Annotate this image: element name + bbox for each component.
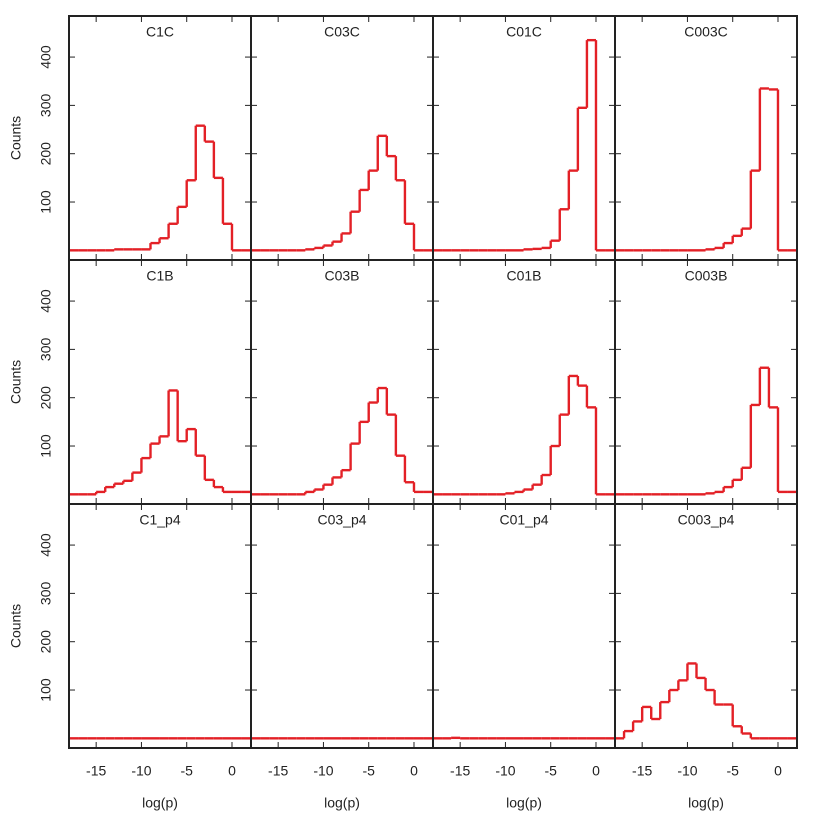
plot-area (69, 124, 251, 252)
plot-area (251, 386, 433, 496)
panel-frame (614, 503, 798, 749)
panel: C1_p4 -15 -10 -5 0 100 200 300 400 Counts log(p) (8, 503, 252, 811)
y-tick-label: 100 (38, 678, 54, 702)
panel: C1B 100 200 300 400 Counts (8, 259, 252, 505)
panel-title: C01_p4 (499, 512, 548, 528)
y-axis-label: Counts (8, 360, 24, 404)
panel: C03_p4 -15 -10 -5 0 log(p) (250, 503, 434, 811)
panel-title: C01C (506, 24, 542, 40)
plot-area (433, 374, 615, 496)
panel-frame (68, 259, 252, 505)
x-tick-label: -10 (677, 763, 697, 779)
x-tick-label: 0 (592, 763, 600, 779)
panel-frame (614, 15, 798, 261)
panel: C03C (250, 15, 434, 261)
y-tick-label: 400 (38, 45, 54, 69)
x-tick-label: -10 (495, 763, 515, 779)
panel: C003C (614, 15, 798, 261)
x-tick-label: -10 (131, 763, 151, 779)
plot-area (251, 134, 433, 252)
x-tick-label: -15 (86, 763, 106, 779)
plot-area (433, 38, 615, 252)
x-tick-label: 0 (228, 763, 236, 779)
x-tick-label: -5 (362, 763, 375, 779)
x-tick-label: -10 (313, 763, 333, 779)
panel-title: C003B (685, 268, 728, 284)
plot-area (615, 662, 797, 740)
y-tick-label: 300 (38, 581, 54, 605)
panel-frame (432, 259, 616, 505)
y-axis-label: Counts (8, 604, 24, 648)
panel: C01C (432, 15, 616, 261)
x-tick-label: -15 (268, 763, 288, 779)
y-tick-label: 100 (38, 190, 54, 214)
x-axis-label: log(p) (506, 795, 542, 811)
panel-title: C003C (684, 24, 728, 40)
plot-area (615, 87, 797, 252)
panel: C03B (250, 259, 434, 505)
panel-title: C003_p4 (678, 512, 735, 528)
x-tick-label: -5 (726, 763, 739, 779)
x-tick-label: -15 (632, 763, 652, 779)
y-tick-label: 200 (38, 630, 54, 654)
y-tick-label: 400 (38, 289, 54, 313)
panel-title: C03C (324, 24, 360, 40)
y-tick-label: 300 (38, 93, 54, 117)
y-tick-label: 400 (38, 533, 54, 557)
panel: C003_p4 -15 -10 -5 0 log(p) (614, 503, 798, 811)
panel-title: C1B (146, 268, 173, 284)
panel-title: C1_p4 (139, 512, 180, 528)
y-tick-label: 200 (38, 386, 54, 410)
y-tick-label: 300 (38, 337, 54, 361)
y-tick-label: 100 (38, 434, 54, 458)
x-axis-label: log(p) (324, 795, 360, 811)
x-axis-label: log(p) (688, 795, 724, 811)
panel: C1C 100 200 300 400 Counts (8, 15, 252, 261)
panel: C01B (432, 259, 616, 505)
x-tick-label: -5 (180, 763, 193, 779)
x-tick-label: -15 (450, 763, 470, 779)
panel-frame (250, 503, 434, 749)
panel-title: C01B (506, 268, 541, 284)
x-axis-label: log(p) (142, 795, 178, 811)
x-tick-label: 0 (774, 763, 782, 779)
plot-area (69, 389, 251, 496)
plot-area (615, 366, 797, 496)
panel-title: C03B (324, 268, 359, 284)
panel: C003B (614, 259, 798, 505)
panel-frame (68, 503, 252, 749)
y-axis-label: Counts (8, 116, 24, 160)
panel: C01_p4 -15 -10 -5 0 log(p) (432, 503, 616, 811)
panel-frame (432, 503, 616, 749)
y-tick-label: 200 (38, 142, 54, 166)
x-tick-label: -5 (544, 763, 557, 779)
panel-title: C03_p4 (317, 512, 366, 528)
x-tick-label: 0 (410, 763, 418, 779)
panel-title: C1C (146, 24, 174, 40)
